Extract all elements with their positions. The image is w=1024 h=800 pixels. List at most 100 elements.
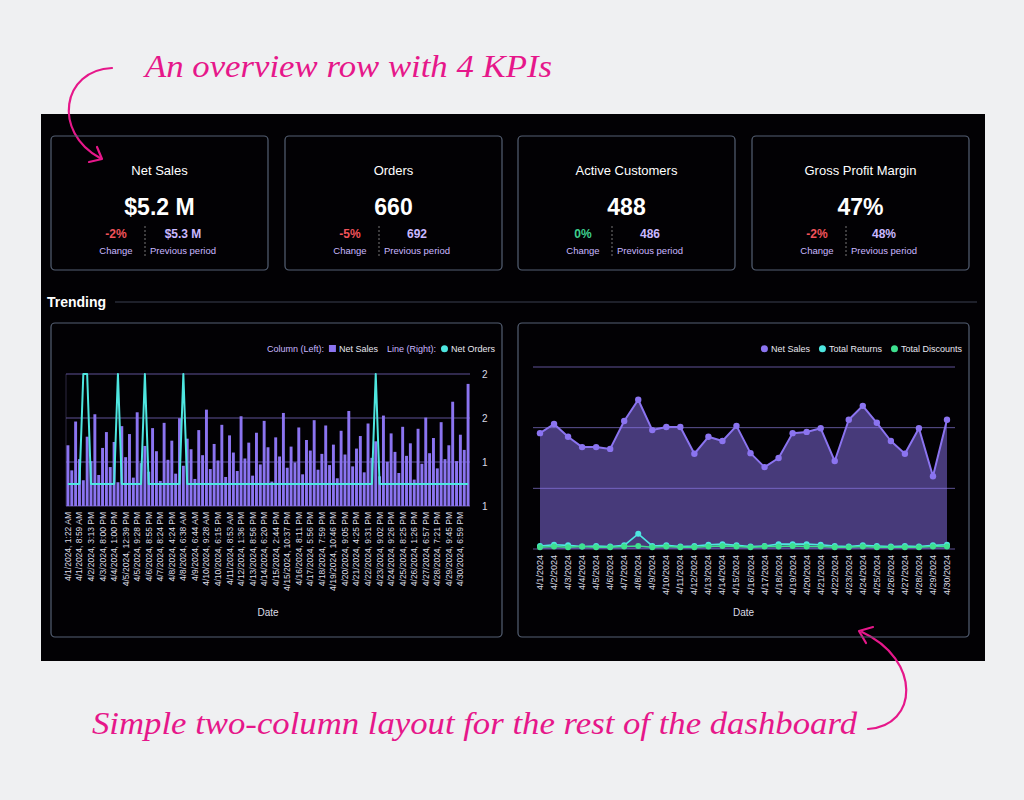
grid-line [533,367,955,368]
area [540,400,947,549]
kpi-previous: 486 [640,227,660,241]
marker [818,544,824,550]
bar [324,425,327,506]
marker [817,425,823,431]
annotation-arrowhead [859,627,873,643]
bar [305,440,308,506]
bar [336,478,339,506]
x-tick-label: 4/17/2024 [760,555,770,595]
legend-swatch [761,345,768,352]
bar [440,422,443,506]
x-tick-label: 4/15/2024, 10:37 PM [282,512,292,591]
kpi-divider [846,226,847,258]
bar [428,453,431,506]
marker [916,544,922,550]
bar [417,429,420,506]
marker [762,543,768,549]
marker [607,446,613,452]
bar [436,468,439,506]
bar [394,452,397,506]
bar [309,451,312,506]
marker [761,464,767,470]
marker [691,451,697,457]
bar [290,447,293,506]
bar [409,443,412,506]
marker [747,450,753,456]
grid-line [533,427,955,428]
legend-label: Net Sales [339,344,379,354]
bar [174,474,177,506]
bar [444,459,447,506]
marker [649,544,655,550]
kpi-previous-label: Previous period [617,245,683,256]
x-tick-label: 4/22/2024 [830,555,840,595]
bar [109,467,112,506]
marker [649,427,655,433]
marker [537,544,543,550]
plot-area [66,374,469,506]
x-tick-label: 4/30/2024, 6:59 PM [455,512,465,586]
bar [128,434,131,506]
x-tick-label: 4/15/2024, 2:44 PM [271,512,281,586]
x-tick-label: 4/29/2024, 9:45 PM [444,512,454,586]
marker [916,425,922,431]
chart-panel [518,323,969,637]
y-axis-line [66,374,67,506]
x-tick-label: 4/21/2024, 4:25 PM [351,512,361,586]
marker [677,544,683,550]
x-tick-label: 4/6/2024 [605,555,615,590]
kpi-title: Gross Profit Margin [805,163,917,178]
plot-area [537,397,950,551]
marker [537,430,543,436]
marker [916,544,922,550]
x-tick-label: 4/11/2024 [675,555,685,594]
kpi-change: -5% [339,227,361,241]
x-tick-label: 4/27/2024, 6:57 PM [421,512,431,586]
x-tick-label: 4/11/2024, 8:53 AM [225,512,235,585]
marker [733,544,739,550]
bar [401,427,404,506]
marker [719,543,725,549]
bar [451,402,454,506]
legend-group-label: Column (Left): [267,344,324,354]
section-rule [115,302,977,303]
kpi-title: Net Sales [131,163,188,178]
bar [463,450,466,506]
legend-group-label: Line (Right): [387,344,436,354]
bar [155,451,158,506]
x-tick-label: 4/28/2024 [914,555,924,595]
bar [170,441,173,506]
x-tick-label: 4/3/2024, 8:00 PM [98,512,108,581]
bar [359,436,362,506]
marker [579,444,585,450]
kpi-change-label: Change [333,245,366,256]
x-tick-label: 4/14/2024, 6:20 PM [259,512,269,586]
marker [621,418,627,424]
bar [432,438,435,506]
legend-swatch [819,345,826,352]
bar [220,425,223,506]
x-tick-label: 4/5/2024, 12:39 PM [121,512,131,586]
x-tick-label: 4/7/2024, 8:24 PM [155,512,165,581]
bar [86,437,89,506]
legend-label: Net Orders [451,344,496,354]
bar [424,418,427,506]
bar [447,445,450,506]
bar [255,433,258,506]
x-tick-label: 4/25/2024, 8:25 PM [398,512,408,586]
marker [804,544,810,550]
x-tick-label: 4/13/2024, 8:56 PM [248,512,258,586]
bar [136,412,139,506]
kpi-card: Net Sales$5.2 M-2%Change$5.3 MPrevious p… [51,136,268,270]
marker [593,444,599,450]
bar [236,471,239,506]
kpi-change: -2% [806,227,828,241]
bar [267,447,270,506]
x-tick-label: 4/1/2024 [535,555,545,590]
marker [846,544,852,550]
legend-label: Total Returns [829,344,883,354]
legend-swatch [441,345,448,352]
kpi-title: Active Customers [576,163,678,178]
x-tick-label: 4/10/2024, 9:28 AM [201,512,211,586]
legend-swatch [329,345,336,352]
